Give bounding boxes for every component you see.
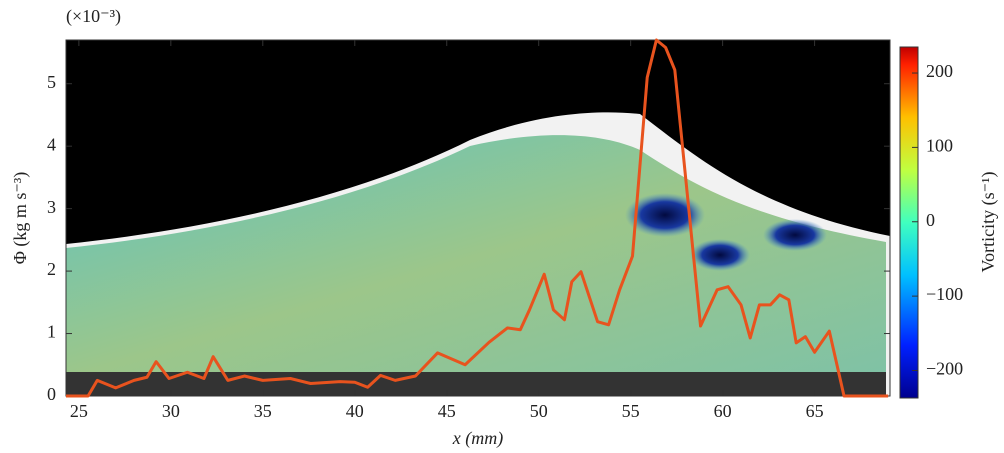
x-tick-label: 50 [530, 401, 548, 421]
y-tick-label: 1 [47, 322, 56, 342]
x-tick-label: 55 [622, 401, 640, 421]
colorbar-label: Vorticity (s⁻¹) [978, 171, 999, 272]
plot-frame [65, 39, 891, 397]
x-tick-label: 40 [346, 401, 364, 421]
y-tick-label: 2 [47, 259, 56, 279]
colorbar-tick-label: −200 [926, 359, 963, 379]
colorbar-tick-label: 200 [926, 61, 953, 81]
x-tick-label: 30 [162, 401, 180, 421]
colorbar-tick-label: 100 [926, 136, 953, 156]
y-tick-label: 4 [47, 134, 56, 154]
x-tick-label: 65 [806, 401, 824, 421]
y-tick-label: 5 [47, 72, 56, 92]
x-tick-label: 25 [70, 401, 88, 421]
line [66, 38, 889, 398]
scale-note: (×10⁻³) [66, 6, 121, 27]
background-image [66, 40, 890, 396]
colorbar [899, 46, 919, 399]
x-tick-label: 45 [438, 401, 456, 421]
y-tick-label: 0 [47, 384, 56, 404]
colorbar-tick-label: −100 [926, 284, 963, 304]
colorbar-tick-label: 0 [926, 210, 935, 230]
y-axis-label: Φ (kg m s⁻³) [10, 172, 31, 265]
x-tick-label: 60 [714, 401, 732, 421]
x-axis-label: x (mm) [452, 428, 503, 449]
y-tick-label: 3 [47, 197, 56, 217]
x-tick-label: 35 [254, 401, 272, 421]
